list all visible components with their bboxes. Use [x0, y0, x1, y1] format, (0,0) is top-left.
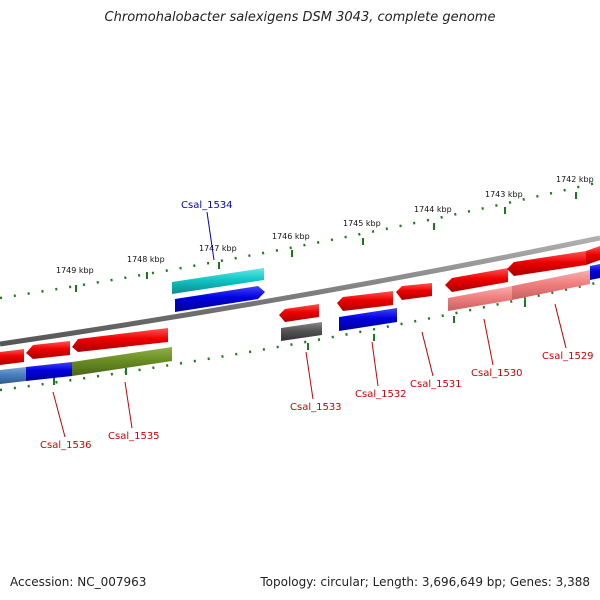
ruler-label-1749: 1749 kbp	[56, 266, 94, 275]
label-csal-1531[interactable]: Csal_1531	[410, 379, 462, 390]
leader-csal-1529	[554, 303, 567, 349]
ruler-label-1746: 1746 kbp	[272, 232, 310, 241]
gene-red-left-3[interactable]	[72, 328, 168, 352]
gene-red-mid-1[interactable]	[279, 304, 319, 322]
gene-csal-1536-steel[interactable]	[0, 367, 26, 384]
ruler-label-1747: 1747 kbp	[199, 244, 237, 253]
gene-blue-upper[interactable]	[175, 286, 265, 312]
inner-ruler-ticks	[53, 300, 526, 385]
leader-csal-1530	[483, 318, 494, 366]
ruler-label-1744: 1744 kbp	[414, 205, 452, 214]
gene-red-left-2[interactable]	[26, 341, 70, 359]
gene-csal-1535[interactable]	[72, 347, 172, 376]
ruler-label-1743: 1743 kbp	[485, 190, 523, 199]
label-csal-1534[interactable]: Csal_1534	[181, 200, 233, 211]
gene-csal-1536[interactable]	[26, 362, 72, 381]
gene-csal-1532[interactable]	[339, 308, 397, 331]
label-csal-1535[interactable]: Csal_1535	[108, 431, 160, 442]
gene-csal-1529[interactable]	[512, 270, 590, 300]
label-csal-1532[interactable]: Csal_1532	[355, 389, 407, 400]
ruler-label-1742: 1742 kbp	[556, 175, 594, 184]
gene-csal-1534[interactable]	[172, 268, 264, 294]
accession-text: Accession: NC_007963	[10, 575, 147, 589]
genome-summary-text: Topology: circular; Length: 3,696,649 bp…	[260, 575, 590, 589]
label-csal-1536[interactable]: Csal_1536	[40, 440, 92, 451]
label-csal-1533[interactable]: Csal_1533	[290, 402, 342, 413]
leader-csal-1535	[124, 381, 133, 429]
gene-red-left-1[interactable]	[0, 349, 24, 365]
outer-ruler-track	[0, 180, 600, 300]
leader-csal-1534	[206, 211, 215, 261]
gene-blue-right-edge[interactable]	[590, 264, 600, 280]
label-csal-1529[interactable]: Csal_1529	[542, 351, 594, 362]
ruler-label-1745: 1745 kbp	[343, 219, 381, 228]
leader-csal-1532	[371, 341, 379, 387]
leader-csal-1531	[421, 331, 434, 377]
genome-backbone	[0, 235, 600, 347]
outer-ruler-ticks	[75, 192, 577, 292]
gene-red-mid-2[interactable]	[337, 291, 393, 311]
gene-csal-1531[interactable]	[396, 283, 432, 300]
gene-red-right-3[interactable]	[586, 246, 600, 265]
gene-csal-1530[interactable]	[448, 286, 512, 311]
leader-csal-1533	[305, 351, 314, 400]
gene-csal-1533[interactable]	[281, 322, 322, 341]
genome-title: Chromohalobacter salexigens DSM 3043, co…	[104, 10, 496, 25]
ruler-label-1748: 1748 kbp	[127, 255, 165, 264]
leader-csal-1536	[52, 391, 66, 438]
inner-ruler-track	[0, 280, 600, 392]
gene-red-right-2[interactable]	[507, 251, 586, 276]
label-csal-1530[interactable]: Csal_1530	[471, 368, 523, 379]
gene-red-right-1[interactable]	[445, 268, 508, 292]
